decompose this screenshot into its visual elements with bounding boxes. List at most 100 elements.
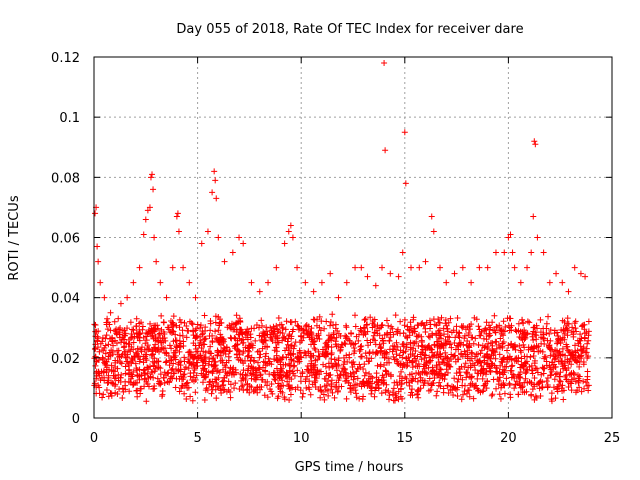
dense-point (350, 370, 357, 377)
dense-point (390, 346, 397, 353)
dense-point (424, 345, 431, 352)
dense-point (309, 381, 316, 388)
dense-point (434, 388, 441, 395)
dense-point (143, 357, 150, 364)
dense-point (543, 362, 550, 369)
dense-point (202, 335, 209, 342)
dense-point (183, 334, 190, 341)
dense-point (504, 315, 511, 322)
y-tick-label: 0.06 (51, 232, 80, 247)
data-point (553, 270, 560, 277)
dense-point (410, 345, 417, 352)
dense-point (207, 343, 214, 350)
data-point (382, 147, 389, 154)
data-point (571, 264, 578, 271)
dense-point (260, 328, 267, 335)
dense-point (560, 396, 567, 403)
dense-point (318, 388, 325, 395)
dense-point (217, 331, 224, 338)
dense-point (292, 339, 299, 346)
data-point (144, 207, 151, 214)
dense-point (333, 367, 340, 374)
dense-point (564, 315, 571, 322)
dense-point (142, 351, 149, 358)
dense-point (149, 330, 156, 337)
dense-point (273, 344, 280, 351)
dense-point (436, 327, 443, 334)
dense-point (173, 322, 180, 329)
data-point (265, 279, 272, 286)
dense-point (167, 329, 174, 336)
dense-point (129, 381, 136, 388)
dense-point (107, 327, 114, 334)
y-tick-labels: 0 0.02 0.04 0.06 0.08 0.1 0.12 (51, 51, 80, 427)
dense-point (302, 376, 309, 383)
dense-point (540, 325, 547, 332)
dense-point (546, 330, 553, 337)
dense-point (576, 373, 583, 380)
data-point (157, 279, 164, 286)
grid-lines (94, 57, 612, 418)
dense-point (439, 373, 446, 380)
dense-point (438, 314, 445, 321)
dense-point (442, 337, 449, 344)
dense-point (259, 322, 266, 329)
dense-point (263, 324, 270, 331)
dense-point (469, 360, 476, 367)
dense-point (468, 321, 475, 328)
dense-point (389, 389, 396, 396)
data-point (142, 216, 149, 223)
dense-point (498, 326, 505, 333)
dense-point (197, 325, 204, 332)
dense-point (294, 367, 301, 374)
dense-point (462, 326, 469, 333)
dense-point (389, 348, 396, 355)
dense-point (519, 319, 526, 326)
dense-point (223, 388, 230, 395)
dense-point (448, 344, 455, 351)
dense-point (378, 390, 385, 397)
dense-point (274, 335, 281, 342)
data-point (484, 264, 491, 271)
dense-point (498, 358, 505, 365)
dense-point (524, 353, 530, 360)
dense-point (540, 370, 547, 377)
dense-point (421, 361, 428, 368)
data-point (146, 204, 153, 211)
dense-point (222, 351, 229, 358)
dense-point (102, 350, 109, 357)
dense-point (349, 364, 356, 371)
dense-point (143, 346, 150, 353)
dense-point (263, 382, 270, 389)
dense-point (256, 354, 263, 361)
dense-point (509, 362, 516, 369)
dense-point (227, 347, 234, 354)
dense-point (323, 348, 330, 355)
dense-data-band (91, 311, 592, 405)
dense-point (258, 376, 265, 383)
dense-point (443, 340, 450, 347)
dense-point (461, 335, 468, 342)
dense-point (409, 358, 416, 365)
dense-point (508, 367, 515, 374)
dense-point (141, 383, 148, 390)
y-tick-label: 0.12 (51, 51, 80, 66)
dense-point (227, 334, 234, 341)
dense-point (213, 335, 220, 342)
dense-point (335, 355, 342, 362)
dense-point (288, 350, 295, 357)
dense-point (327, 322, 334, 329)
dense-point (568, 376, 575, 383)
dense-point (429, 330, 436, 337)
dense-point (355, 337, 362, 344)
dense-point (456, 330, 463, 337)
dense-point (318, 318, 325, 325)
dense-point (361, 316, 368, 323)
data-point (173, 213, 180, 220)
dense-point (568, 380, 575, 387)
dense-point (397, 318, 404, 325)
dense-point (396, 373, 403, 380)
dense-point (147, 320, 154, 327)
dense-point (311, 338, 318, 345)
dense-point (572, 318, 579, 325)
